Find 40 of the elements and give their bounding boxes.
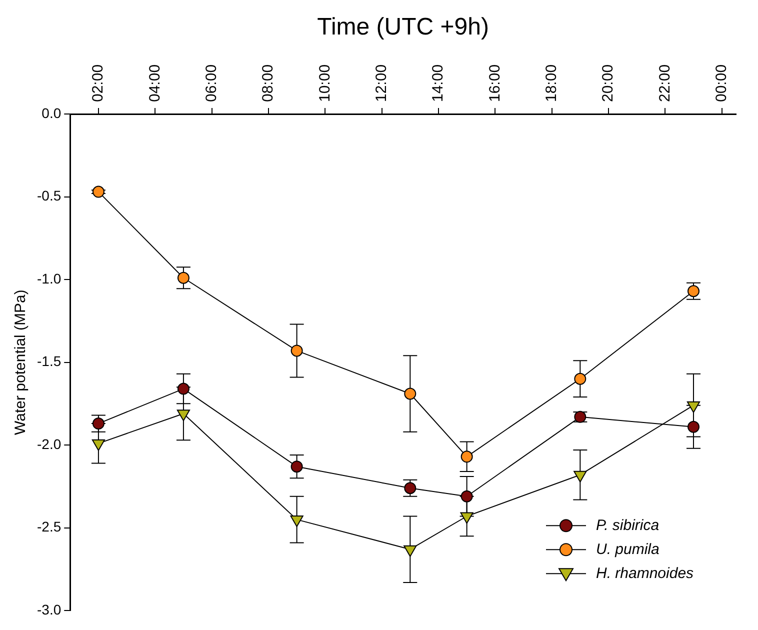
x-tick-label: 08:00 [260, 64, 277, 102]
point [177, 272, 190, 284]
point [574, 372, 586, 385]
point [176, 410, 190, 422]
point [460, 490, 473, 502]
point [92, 439, 106, 451]
point [404, 388, 416, 400]
point [460, 512, 474, 524]
point [686, 401, 700, 413]
x-tick-label: 18:00 [542, 64, 560, 102]
x-axis-title: Time (UTC +9h) [317, 14, 489, 41]
y-tick-label: -1.0 [37, 270, 62, 286]
y-tick-label: -2.5 [37, 518, 62, 535]
x-tick-label: 20:00 [600, 64, 617, 102]
y-tick-label: -3.0 [37, 601, 62, 618]
point [290, 516, 304, 528]
y-axis-title: Water potential (MPa) [12, 290, 30, 435]
point [290, 460, 303, 473]
y-tick-label: -0.5 [37, 188, 62, 204]
point [177, 382, 190, 395]
legend-label: H. rhamnoides [596, 564, 694, 582]
x-tick-label: 14:00 [430, 64, 447, 102]
legend-label: P. sibirica [596, 516, 660, 534]
y-tick-label: -2.0 [37, 436, 62, 452]
point [290, 344, 303, 357]
point [404, 545, 417, 557]
y-tick-label: 0.0 [42, 104, 62, 121]
x-tick-label: 16:00 [486, 64, 504, 102]
x-tick-label: 04:00 [146, 64, 164, 102]
x-tick-label: 00:00 [712, 64, 730, 102]
legend-label: U. pumila [596, 540, 660, 558]
point [687, 420, 700, 433]
point [460, 450, 473, 463]
x-tick-label: 10:00 [316, 64, 334, 102]
y-tick-label: -1.5 [37, 353, 62, 370]
x-tick-label: 06:00 [202, 64, 220, 102]
point [574, 470, 587, 482]
x-tick-label: 12:00 [372, 64, 390, 102]
x-tick-label: 22:00 [656, 64, 674, 102]
x-tick-label: 02:00 [90, 64, 107, 102]
